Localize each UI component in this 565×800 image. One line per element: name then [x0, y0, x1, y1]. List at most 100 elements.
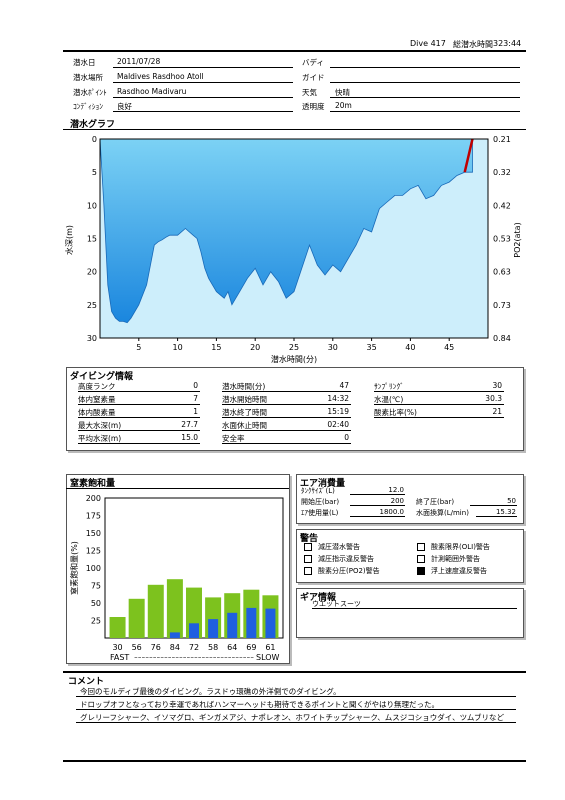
dive-info-underline [222, 443, 351, 444]
x-tick-label: 20 [250, 343, 260, 352]
air-title: エア消費量 [300, 479, 346, 489]
nitrogen-sub-bar [227, 612, 238, 638]
nitrogen-bar [109, 617, 126, 638]
y-tick-label: 30 [87, 334, 97, 343]
weather-underline [330, 97, 520, 98]
graph-title-rule [63, 129, 526, 130]
gear-underline [312, 608, 517, 609]
nitrogen-bar [147, 584, 164, 638]
comment-line-2: ドロップオフとなっており幸運であればハンマーヘッドも期待できるポイントと聞くがや… [80, 700, 439, 709]
start-pressure-label: 開始圧(bar) [301, 498, 340, 506]
dive-info-underline [222, 417, 351, 418]
end-pressure-underline [470, 505, 517, 506]
dive-info-underline [78, 404, 200, 405]
dive-number: Dive 417 [410, 39, 446, 48]
dive-info-panel [66, 367, 524, 451]
point-label: 潜水ﾎﾟｲﾝﾄ [73, 88, 107, 97]
air-used-value: 1800.0 [379, 508, 405, 516]
visibility-label: 透明度 [302, 102, 325, 111]
end-pressure-value: 50 [507, 497, 516, 505]
dive-info-underline [78, 443, 200, 444]
nitrogen-y-tick: 150 [86, 529, 101, 538]
x-tick-label: 30 [328, 343, 338, 352]
x-tick-label: 15 [211, 343, 221, 352]
warnings-panel [296, 529, 524, 583]
warning-label: 酸素限界(OLI)警告 [431, 543, 490, 551]
nitrogen-sub-bar [189, 623, 199, 638]
x-tick-label: 45 [444, 343, 454, 352]
dive-info-value: 47 [339, 381, 349, 390]
nitrogen-title-rule [66, 488, 289, 489]
visibility-value: 20m [335, 101, 352, 110]
comment-top-rule [63, 671, 526, 673]
nitrogen-x-label: 84 [170, 643, 180, 652]
gear-panel [296, 588, 524, 638]
date-label: 潜水日 [73, 58, 96, 67]
comment-underline-1 [76, 696, 516, 697]
dive-info-value: 1 [193, 407, 198, 416]
warning-checkbox [417, 567, 425, 575]
dive-info-underline [222, 404, 351, 405]
total-time-value: 323:44 [493, 39, 522, 48]
dive-info-value: 30 [492, 381, 502, 390]
dive-info-label: 潜水時間(分) [222, 382, 266, 391]
x-tick-label: 40 [405, 343, 415, 352]
dive-info-label: 体内窒素量 [78, 395, 116, 404]
warning-checkbox [417, 543, 425, 551]
nitrogen-title: 窒素飽和量 [70, 479, 116, 489]
nitrogen-y-tick: 125 [86, 547, 101, 556]
air-used-underline [350, 516, 405, 517]
start-pressure-underline [350, 505, 405, 506]
dive-info-value: 21 [492, 407, 502, 416]
date-underline [113, 67, 293, 68]
y-tick-label: 0 [92, 135, 97, 144]
dive-info-label: ｻﾝﾌﾟﾘﾝｸﾞ [374, 382, 404, 391]
y-tick-label: 5 [92, 168, 97, 177]
place-label: 潜水場所 [73, 73, 103, 82]
point-value: Rasdhoo Madivaru [117, 87, 187, 96]
dive-info-label: 平均水深(m) [78, 434, 122, 443]
weather-value: 快晴 [335, 88, 350, 97]
nitrogen-sub-bar [208, 619, 219, 638]
po2-tick-label: 0.73 [493, 301, 511, 310]
nitrogen-x-label: 61 [265, 643, 275, 652]
guide-label: ガイド [302, 73, 325, 82]
dive-info-label: 体内酸素量 [78, 408, 116, 417]
fast-label: FAST [110, 653, 129, 662]
warning-label: 酸素分圧(PO2)警告 [318, 567, 380, 575]
warning-label: 減圧潜水警告 [318, 543, 360, 551]
nitrogen-x-label: 69 [246, 643, 256, 652]
condition-value: 良好 [117, 102, 132, 111]
surface-rate-underline [476, 516, 517, 517]
dive-info-title: ダイビング情報 [70, 372, 134, 382]
total-time-label: 総潜水時間 [453, 40, 493, 49]
dive-info-label: 潜水開始時間 [222, 395, 267, 404]
warning-label: 減圧指示違反警告 [318, 555, 374, 563]
x-tick-label: 10 [173, 343, 183, 352]
nitrogen-y-tick: 75 [91, 582, 101, 591]
nitrogen-x-label: 30 [112, 643, 122, 652]
dive-info-value: 02:40 [327, 420, 349, 429]
x-tick-label: 25 [289, 343, 299, 352]
condition-underline [113, 111, 293, 112]
graph-ylabel: 水深(m) [64, 225, 74, 255]
po2-tick-label: 0.63 [493, 268, 511, 277]
surface-rate-value: 15.32 [495, 508, 516, 516]
dive-info-label: 水面休止時間 [222, 421, 267, 430]
warning-checkbox [304, 555, 312, 563]
nitrogen-y-tick: 175 [86, 512, 101, 521]
nitrogen-bar-chart: 25 50 75 100 125 150 175 200 30 56 76 84 72 58 64 69 61… [69, 494, 284, 662]
dive-info-label: 安全率 [222, 434, 245, 443]
place-underline [113, 82, 293, 83]
dive-info-label: 最大水深(m) [78, 421, 122, 430]
nitrogen-sub-bar [169, 632, 180, 638]
fast-slow-dashes: -------------------------------- [134, 654, 254, 661]
buddy-underline [330, 67, 520, 68]
warning-label: 計測範囲外警告 [431, 555, 480, 563]
comment-line-1: 今回のモルディブ最後のダイビング。ラスドゥ環礁の外洋側でのダイビング。 [80, 687, 341, 696]
dive-info-underline [78, 417, 200, 418]
dive-info-value: 14:32 [327, 394, 349, 403]
dive-info-value: 0 [193, 381, 198, 390]
po2-tick-label: 0.84 [493, 334, 511, 343]
dive-info-label: 水温(℃) [374, 395, 404, 404]
